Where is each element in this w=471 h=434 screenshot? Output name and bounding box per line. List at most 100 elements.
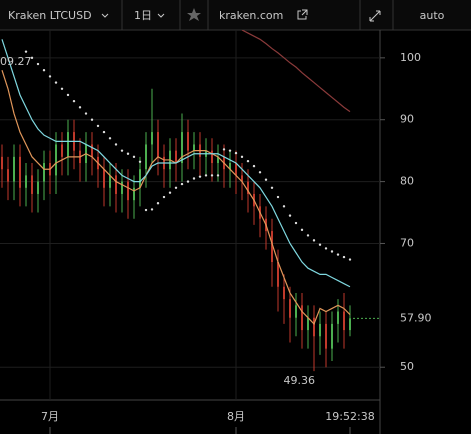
axes: 50 70 80 90 100 7月 8月 19:52:38 57.90 49.36 09.27: [0, 51, 432, 434]
candle-body: [307, 317, 309, 331]
candle-body: [229, 163, 231, 170]
sar-dot: [60, 87, 64, 90]
candle-body: [331, 323, 333, 349]
sar-dot: [192, 177, 196, 180]
popout-icon[interactable]: [297, 9, 308, 20]
y-tick-label: 70: [400, 236, 414, 249]
candle-body: [115, 175, 117, 194]
sar-dot: [78, 106, 82, 109]
site-link[interactable]: kraken.com: [219, 9, 283, 22]
candle-body: [13, 156, 15, 182]
sar-dot: [138, 160, 142, 163]
candle-body: [43, 163, 45, 182]
candle-body: [193, 144, 195, 151]
sar-dot: [276, 195, 280, 199]
candle-body: [1, 156, 3, 170]
candle-body: [181, 132, 183, 164]
candle-body: [145, 144, 147, 170]
candle-body: [61, 144, 63, 157]
scale-button[interactable]: auto: [420, 9, 445, 22]
sar-dot: [108, 137, 112, 140]
sar-dot: [96, 124, 100, 128]
candle-body: [343, 311, 345, 331]
sar-dot: [54, 81, 58, 84]
candle-body: [109, 175, 111, 188]
candle-body: [55, 144, 57, 176]
sar-dot: [174, 186, 178, 189]
sar-dot: [120, 149, 124, 152]
candle-body: [277, 262, 279, 287]
low-annotation: 49.36: [284, 374, 316, 387]
star-button[interactable]: [187, 8, 201, 21]
candle-body: [37, 181, 39, 194]
sar-dot: [156, 202, 160, 205]
sar-dot: [288, 214, 292, 217]
sar-dot: [336, 253, 340, 256]
sar-dot: [66, 93, 70, 97]
candle-body: [31, 175, 33, 194]
sar-dot: [330, 250, 334, 253]
interval-button[interactable]: 1日: [134, 9, 152, 22]
y-tick-label: 50: [400, 360, 414, 373]
y-tick-label: 80: [400, 175, 414, 188]
candle-body: [211, 150, 213, 164]
candle-body: [235, 163, 237, 176]
sar-dot: [342, 255, 346, 259]
sar-dot: [294, 221, 298, 225]
sar-dot: [36, 62, 40, 66]
sar-dot: [30, 56, 34, 60]
y-tick-label: 90: [400, 113, 414, 126]
sar-dot: [300, 228, 304, 232]
chevron: [101, 13, 109, 18]
candle-body: [139, 169, 141, 188]
sar-dot: [306, 234, 310, 237]
candle-body: [247, 181, 249, 194]
moving-average: [241, 30, 351, 113]
sar-dot: [222, 148, 226, 151]
sar-dot: [132, 155, 136, 159]
moving-average: [1, 39, 351, 288]
sar-dot: [84, 112, 88, 115]
plot-area: [1, 30, 380, 372]
candle-body: [187, 132, 189, 151]
candle-body: [313, 317, 315, 337]
candle-body: [151, 132, 153, 145]
candle-body: [157, 132, 159, 157]
fullscreen-button[interactable]: [369, 10, 381, 22]
toolbar: Kraken LTCUSD 1日 kraken.com auto: [0, 0, 471, 31]
candle-body: [7, 169, 9, 182]
x-tick-label: 19:52:38: [325, 410, 374, 423]
sar-dot: [228, 149, 232, 152]
price-label: 57.90: [400, 311, 432, 324]
sar-dot: [24, 50, 28, 53]
sar-dot: [270, 186, 274, 189]
candle-body: [19, 156, 21, 188]
candle-body: [103, 169, 105, 188]
sar-dot: [114, 143, 118, 146]
sar-dot: [180, 182, 184, 186]
candle-body: [289, 299, 291, 318]
candle-body: [217, 156, 219, 164]
sar-dot: [318, 243, 322, 246]
sar-dot: [72, 99, 76, 103]
candle-body: [25, 175, 27, 188]
sar-dot: [240, 155, 244, 159]
sar-dot: [186, 180, 190, 183]
sar-dot: [234, 151, 238, 155]
sar-dot: [324, 247, 328, 250]
symbol-button[interactable]: Kraken LTCUSD: [8, 9, 92, 22]
sar-dot: [126, 152, 130, 155]
sar-dot: [252, 164, 256, 168]
sar-dot: [204, 174, 208, 177]
candle-body: [271, 231, 273, 263]
sar-dot: [198, 175, 202, 178]
candle-body: [283, 286, 285, 300]
chevron: [157, 13, 165, 18]
candle-body: [325, 323, 327, 349]
candle-body: [349, 318, 351, 331]
candle-body: [127, 181, 129, 201]
sar-dot: [42, 69, 46, 72]
sar-dot: [150, 208, 154, 211]
